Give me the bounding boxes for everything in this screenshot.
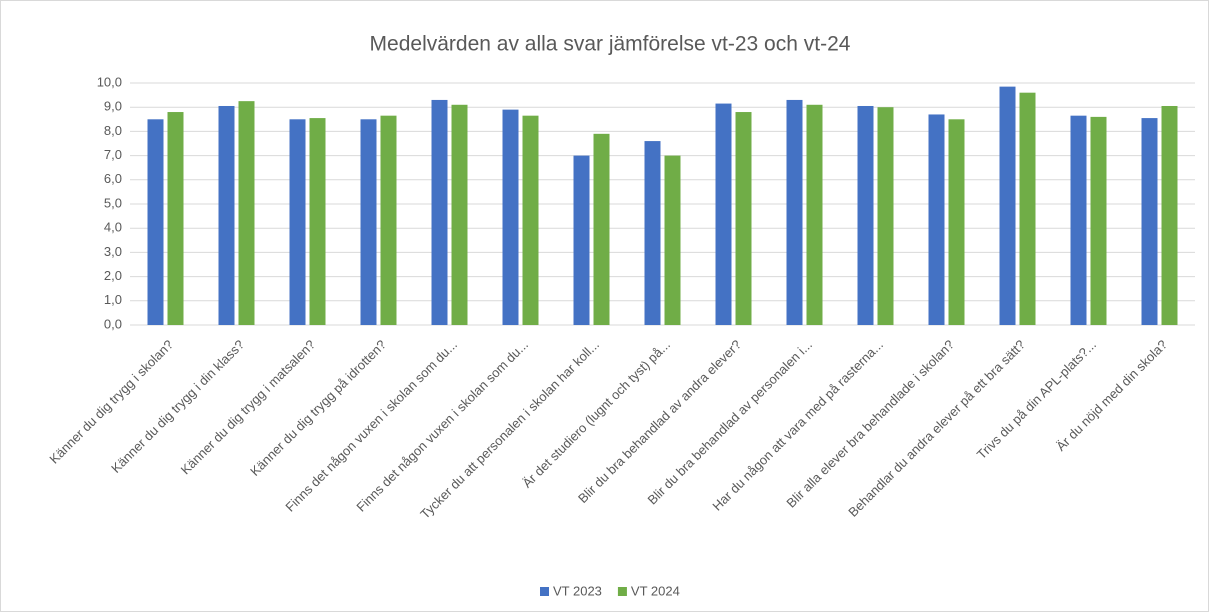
chart-title: Medelvärden av alla svar jämförelse vt-2… <box>370 33 851 56</box>
legend-swatch <box>540 587 549 596</box>
bar <box>999 86 1016 325</box>
bar <box>786 99 803 325</box>
bar <box>502 109 519 326</box>
bar <box>1090 116 1107 325</box>
bar <box>431 99 448 325</box>
y-tick-label: 3,0 <box>104 244 122 259</box>
legend-swatch <box>617 587 627 596</box>
bar <box>238 101 255 326</box>
bar <box>522 115 539 325</box>
y-tick-label: 2,0 <box>104 268 122 283</box>
bar <box>857 105 874 326</box>
bar <box>309 118 326 325</box>
y-tick-label: 10,0 <box>97 74 122 89</box>
bar <box>360 119 377 325</box>
bar <box>877 107 894 325</box>
y-tick-label: 8,0 <box>104 123 122 138</box>
bar <box>380 115 397 325</box>
y-tick-label: 0,0 <box>104 316 122 331</box>
bar <box>664 155 681 325</box>
bar <box>1070 115 1087 325</box>
bar <box>573 155 590 325</box>
bar <box>167 112 184 325</box>
bar <box>928 114 945 326</box>
bar <box>289 119 306 325</box>
bar <box>218 105 235 326</box>
bar <box>451 104 468 325</box>
y-tick-label: 1,0 <box>104 292 122 307</box>
bar <box>147 119 164 325</box>
bar <box>593 133 610 325</box>
bar <box>1161 105 1178 326</box>
bar <box>948 119 965 325</box>
y-tick-label: 4,0 <box>104 220 122 235</box>
bar <box>644 141 661 325</box>
bar <box>1141 118 1158 325</box>
bar <box>806 104 823 325</box>
y-tick-label: 5,0 <box>104 195 122 210</box>
y-tick-label: 7,0 <box>104 147 122 162</box>
bar <box>715 103 732 325</box>
bar <box>735 112 752 325</box>
legend-label: VT 2023 <box>553 583 602 598</box>
y-tick-label: 6,0 <box>104 171 122 186</box>
legend-label: VT 2024 <box>631 583 680 598</box>
bar <box>1019 92 1036 326</box>
y-tick-label: 9,0 <box>104 99 122 114</box>
